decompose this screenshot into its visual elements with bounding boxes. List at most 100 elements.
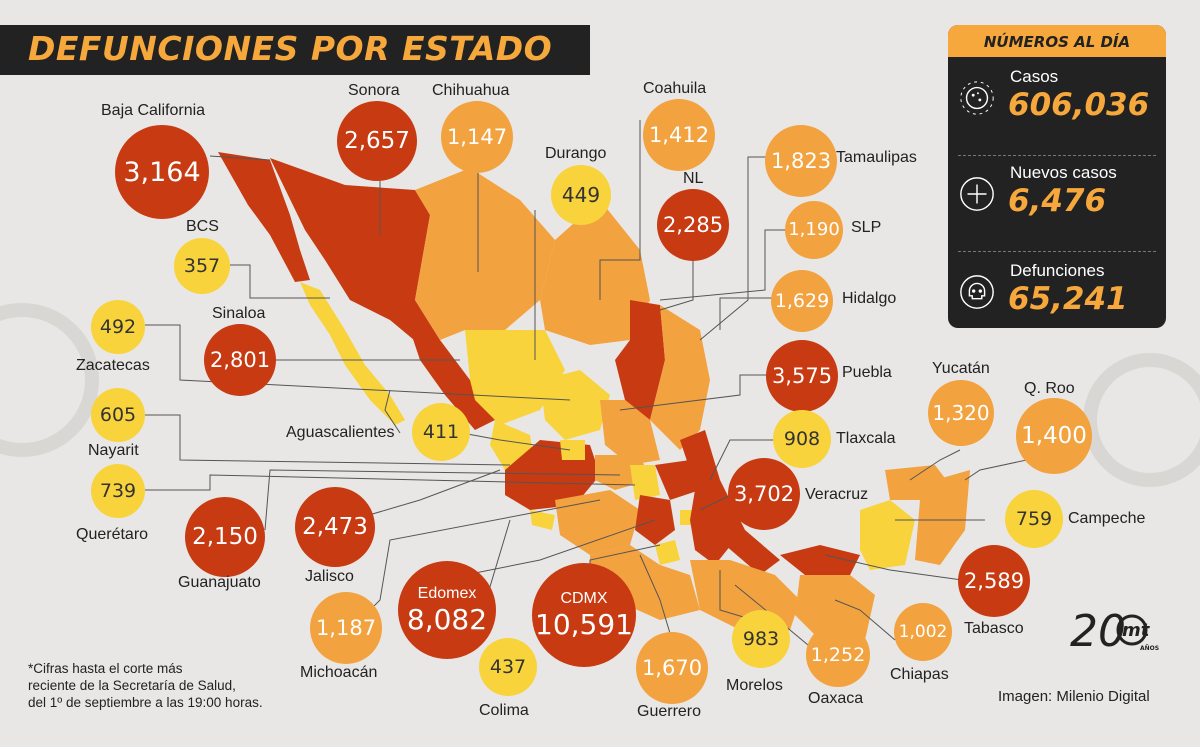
stat-casos-label: Casos [1010, 67, 1059, 86]
daily-numbers-panel: NÚMEROS AL DÍA Casos 606,036 Nuevos caso… [948, 25, 1166, 328]
region-puebla [690, 490, 735, 565]
logo-sub: AÑOS [1140, 645, 1159, 652]
label-cdmx: CDMX [560, 590, 608, 607]
label-sonora: Sonora [348, 82, 400, 99]
label-tlaxcala: Tlaxcala [836, 430, 896, 447]
value-morelos: 983 [742, 627, 780, 650]
bubble-jalisco: 2,473 [295, 487, 375, 567]
label-yucatan: Yucatán [932, 360, 990, 377]
value-coahuila: 1,412 [648, 122, 710, 147]
region-aguascalientes [560, 440, 585, 460]
value-slp: 1,190 [788, 219, 840, 240]
value-bcs: 357 [183, 254, 221, 277]
region-queretaro [630, 465, 660, 500]
background-virus-icon [0, 303, 1200, 487]
footnote-line: del 1º de septiembre a las 19:00 horas. [28, 695, 263, 710]
value-michoacan: 1,187 [315, 615, 377, 640]
stat-defunciones-value: 65,241 [1008, 281, 1128, 317]
stat-casos-value: 606,036 [1008, 87, 1150, 123]
region-durango [465, 330, 565, 425]
region-slp [600, 400, 660, 465]
label-qroo: Q. Roo [1024, 380, 1075, 397]
image-credit: Imagen: Milenio Digital [998, 688, 1150, 705]
footnote-line: reciente de la Secretaría de Salud, [28, 678, 236, 693]
label-nl: NL [683, 170, 704, 187]
bubble-colima: 437 [479, 638, 537, 696]
stat-nuevos-casos-label: Nuevos casos [1010, 163, 1117, 182]
footnote: *Cifras hasta el corte más reciente de l… [28, 660, 263, 711]
value-oaxaca: 1,252 [810, 643, 866, 666]
bubble-qroo: 1,400 [1016, 398, 1092, 474]
region-campeche [860, 500, 915, 570]
value-sinaloa: 2,801 [209, 347, 271, 372]
value-puebla: 3,575 [771, 363, 833, 388]
value-baja-california: 3,164 [123, 156, 201, 188]
cdmx-bubble-content: CDMX 10,591 [535, 591, 633, 639]
bubble-sinaloa: 2,801 [204, 324, 276, 396]
bubble-michoacan: 1,187 [310, 592, 382, 664]
bubble-campeche: 759 [1005, 490, 1063, 548]
region-qroo [915, 470, 970, 565]
page-title: DEFUNCIONES POR ESTADO [28, 29, 553, 68]
value-qroo: 1,400 [1021, 422, 1087, 449]
bubble-nl: 2,285 [657, 189, 729, 261]
value-edomex: 8,082 [406, 603, 488, 636]
value-cdmx: 10,591 [535, 608, 633, 641]
value-yucatan: 1,320 [932, 401, 990, 425]
value-queretaro: 739 [99, 479, 137, 502]
label-jalisco: Jalisco [305, 568, 354, 585]
bubble-tabasco: 2,589 [958, 545, 1030, 617]
region-colima [530, 510, 555, 530]
bubble-queretaro: 739 [91, 464, 145, 518]
label-michoacan: Michoacán [300, 664, 378, 681]
label-morelos: Morelos [726, 677, 783, 694]
region-nl [615, 300, 665, 420]
title-banner: DEFUNCIONES POR ESTADO [0, 25, 590, 75]
bubble-tamaulipas: 1,823 [765, 125, 837, 197]
value-guanajuato: 2,150 [192, 523, 258, 550]
logo-brand: mt [1122, 620, 1151, 641]
bubble-coahuila: 1,412 [643, 99, 715, 171]
stat-nuevos-casos: Nuevos casos 6,476 [948, 157, 1166, 237]
bubble-baja-california: 3,164 [115, 125, 209, 219]
label-slp: SLP [851, 219, 882, 236]
value-chihuahua: 1,147 [446, 124, 508, 149]
value-durango: 449 [561, 183, 601, 207]
region-sonora [270, 158, 440, 345]
panel-heading-bar: NÚMEROS AL DÍA [948, 25, 1166, 57]
label-tabasco: Tabasco [964, 620, 1024, 637]
bubble-nayarit: 605 [91, 388, 145, 442]
leader-lines [145, 120, 1051, 656]
region-chihuahua [415, 168, 555, 340]
value-chiapas: 1,002 [898, 621, 948, 642]
bubble-cdmx: CDMX 10,591 [532, 563, 636, 667]
region-hidalgo [655, 460, 700, 500]
label-guanajuato: Guanajuato [178, 574, 261, 591]
bubble-aguascalientes: 411 [412, 403, 470, 461]
bubble-hidalgo: 1,629 [771, 270, 833, 332]
region-tamaulipas [650, 305, 710, 450]
value-campeche: 759 [1015, 507, 1053, 530]
label-colima: Colima [479, 702, 529, 719]
edomex-bubble-content: Edomex 8,082 [407, 586, 487, 634]
label-sinaloa: Sinaloa [212, 305, 266, 322]
label-nayarit: Nayarit [88, 442, 139, 459]
bubble-zacatecas: 492 [91, 300, 145, 354]
bubble-guanajuato: 2,150 [185, 497, 265, 577]
label-coahuila: Coahuila [643, 80, 707, 97]
bubble-sonora: 2,657 [337, 101, 417, 181]
value-zacatecas: 492 [99, 315, 137, 338]
bubble-durango: 449 [551, 165, 611, 225]
value-colima: 437 [489, 655, 527, 678]
label-aguascalientes: Aguascalientes [286, 424, 395, 441]
value-tlaxcala: 908 [783, 427, 821, 450]
label-durango: Durango [545, 145, 607, 162]
value-jalisco: 2,473 [302, 513, 368, 540]
stat-defunciones-label: Defunciones [1010, 261, 1105, 280]
region-morelos [655, 540, 680, 565]
value-guerrero: 1,670 [641, 655, 703, 680]
region-tabasco [780, 545, 860, 575]
footnote-line: *Cifras hasta el corte más [28, 661, 183, 676]
bubble-guerrero: 1,670 [636, 632, 708, 704]
